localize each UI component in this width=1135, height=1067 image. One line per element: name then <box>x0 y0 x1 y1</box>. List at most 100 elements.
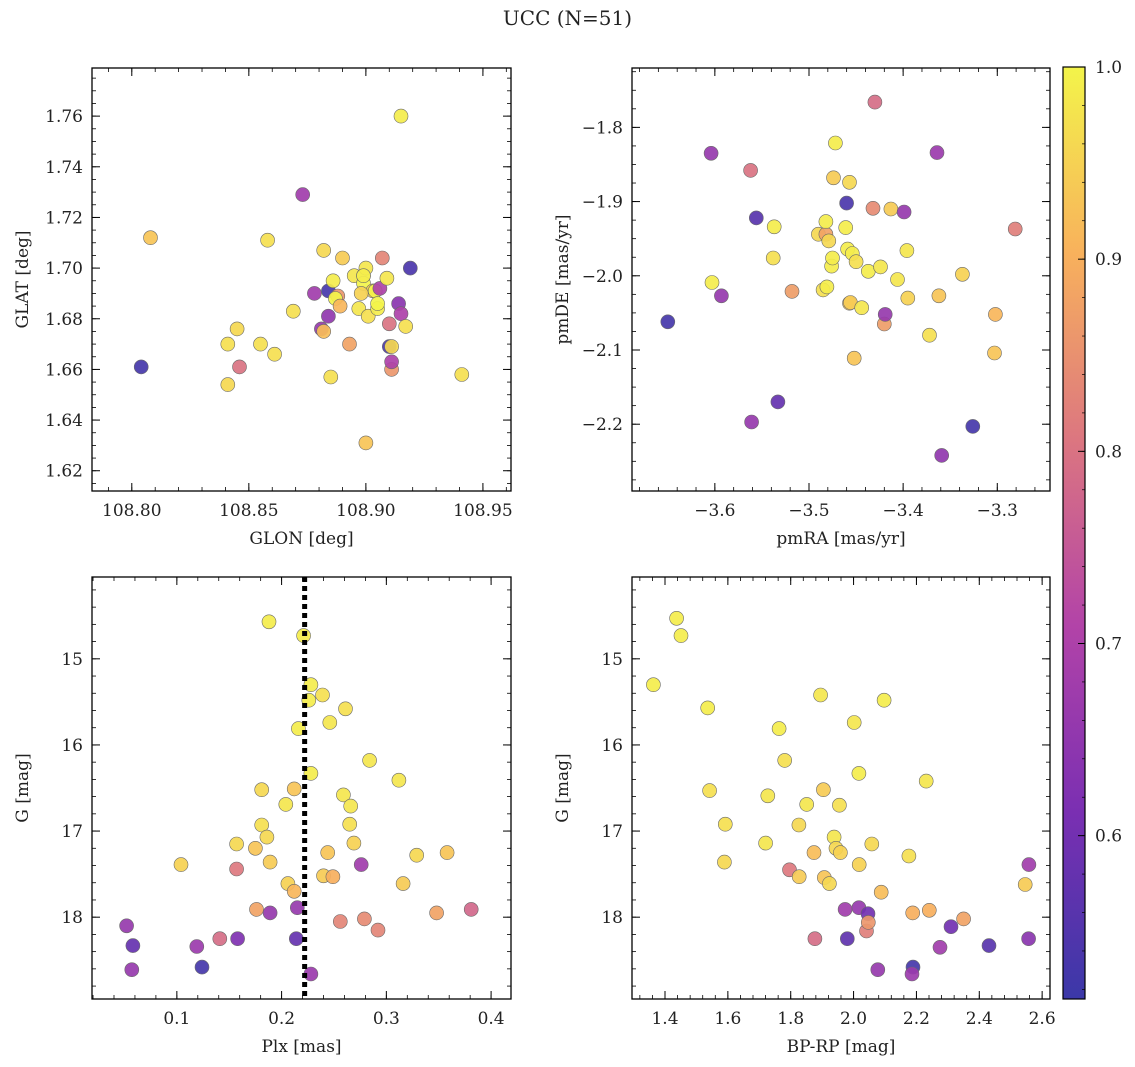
y-tick-label: 1.70 <box>45 259 83 279</box>
data-point <box>929 145 945 160</box>
data-point <box>791 817 807 833</box>
data-point <box>864 836 880 852</box>
data-point <box>338 701 353 717</box>
data-point <box>316 324 332 339</box>
data-point <box>133 359 149 375</box>
y-tick-label: 16 <box>601 736 623 756</box>
data-point <box>254 782 270 798</box>
data-point <box>807 931 823 947</box>
data-point <box>816 782 831 798</box>
data-point <box>765 250 781 266</box>
data-point <box>839 195 854 211</box>
data-point <box>784 284 800 299</box>
x-tick-label: 1.8 <box>777 1009 804 1029</box>
axes-frame <box>631 67 1051 492</box>
data-point <box>899 243 915 258</box>
y-tick-label: −1.8 <box>582 118 623 138</box>
data-point <box>900 290 916 306</box>
x-tick-label: −3.6 <box>694 501 735 521</box>
data-point <box>409 847 425 863</box>
data-point <box>717 854 732 870</box>
data-point <box>988 307 1003 322</box>
data-point <box>303 677 319 693</box>
x-tick-label: 0.1 <box>163 1009 190 1029</box>
y-tick-label: 17 <box>601 822 623 842</box>
data-point <box>325 869 341 885</box>
y-tick-label: 1.62 <box>45 462 83 482</box>
y-tick-label: −2.2 <box>582 415 623 435</box>
data-point <box>813 687 828 703</box>
data-point <box>1021 857 1037 872</box>
data-point <box>987 345 1002 361</box>
y-tick-label: −1.9 <box>582 193 623 213</box>
data-point <box>931 288 947 304</box>
data-point <box>758 835 773 851</box>
data-point <box>825 250 840 266</box>
data-point <box>700 700 716 716</box>
data-point <box>248 840 263 856</box>
data-point <box>819 279 835 295</box>
data-point <box>212 931 228 947</box>
data-point <box>934 448 950 463</box>
data-point <box>356 268 371 284</box>
data-point <box>289 900 305 916</box>
data-point <box>860 915 876 930</box>
data-point <box>220 377 236 392</box>
x-tick-label: −3.3 <box>977 501 1018 521</box>
data-point <box>295 187 311 202</box>
data-point <box>384 354 399 370</box>
data-point <box>332 298 348 314</box>
data-point <box>291 721 306 736</box>
data-point <box>260 232 275 248</box>
scatter-panel-1: 108.80 108.85 108.90 108.95 1.62 1.64 1.66 1.68… <box>13 67 513 549</box>
data-point <box>288 931 304 947</box>
data-point <box>454 367 470 382</box>
data-point <box>253 336 268 352</box>
data-point <box>125 938 141 953</box>
data-point <box>822 876 837 891</box>
data-point <box>883 201 899 217</box>
data-point <box>323 369 339 385</box>
axes-frame <box>91 576 512 1000</box>
data-point <box>873 884 889 900</box>
data-point <box>315 687 330 703</box>
y-tick-label: 17 <box>61 822 83 842</box>
data-point <box>901 848 917 864</box>
data-point <box>703 146 719 161</box>
data-point <box>320 845 336 860</box>
data-point <box>818 214 834 229</box>
data-point <box>307 286 322 301</box>
data-point <box>229 321 245 337</box>
data-point <box>353 286 369 301</box>
data-point <box>646 677 661 693</box>
x-tick-label: −3.5 <box>788 501 829 521</box>
x-tick-label: 0.3 <box>373 1009 400 1029</box>
y-tick-label: 15 <box>61 650 83 670</box>
data-point <box>342 336 357 352</box>
data-point <box>833 845 848 860</box>
scatter-panel-3: 0.1 0.2 0.3 0.4 15 16 17 18 Plx [mas] G [mag] <box>13 576 512 1057</box>
x-tick-label: 2.6 <box>1029 1009 1056 1029</box>
y-tick-label: −2.0 <box>582 267 623 287</box>
data-point <box>379 270 395 286</box>
data-point <box>325 273 341 289</box>
y-tick-label: 1.74 <box>45 158 83 178</box>
data-point <box>194 959 210 975</box>
data-point <box>702 783 717 798</box>
data-point <box>896 204 912 220</box>
data-point <box>372 281 388 296</box>
y-axis-label: pmDE [mas/yr] <box>553 214 573 344</box>
data-point <box>1007 221 1023 237</box>
data-point <box>393 108 409 124</box>
data-point <box>932 939 948 955</box>
x-tick-label: 108.95 <box>453 501 512 521</box>
data-point <box>429 905 444 921</box>
data-point <box>981 938 997 953</box>
data-point <box>342 816 358 832</box>
data-point <box>374 250 390 266</box>
data-point <box>321 308 336 324</box>
data-point <box>336 787 351 803</box>
colorbar-tick-label: 0.8 <box>1095 442 1122 462</box>
colorbar-frame <box>1062 66 1086 1000</box>
data-point <box>918 773 934 789</box>
